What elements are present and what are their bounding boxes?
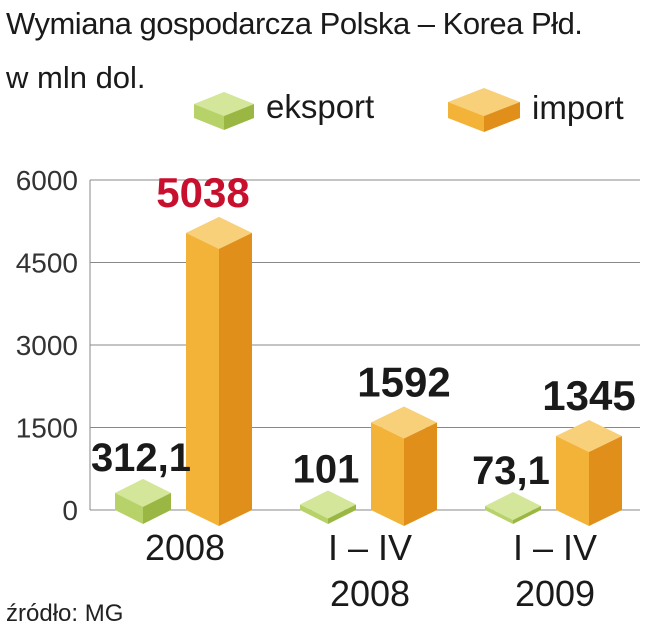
bar-export [485,491,541,524]
y-tick-label: 4500 [16,248,78,279]
chart-subtitle: w mln dol. [6,60,146,95]
data-label-export: 73,1 [472,449,550,493]
legend-import-swatch [448,88,520,132]
x-category-label: I – IV [328,527,412,568]
chart-title: Wymiana gospodarcza Polska – Korea Płd. [6,6,583,41]
y-tick-label: 3000 [16,330,78,361]
data-label-import: 1592 [357,358,450,405]
legend-import-label: import [532,89,624,126]
data-label-export: 312,1 [91,436,191,480]
data-label-import: 5038 [156,169,249,216]
y-tick-label: 6000 [16,165,78,196]
bar-export [115,478,171,524]
legend-item-export: eksport [190,82,374,132]
legend-export-label: eksport [266,88,375,125]
bar-import [556,420,622,526]
bar-export [300,490,356,524]
data-label-import: 1345 [542,372,635,419]
x-category-label: 2008 [330,573,410,614]
x-category-label: I – IV [513,527,597,568]
y-tick-label: 0 [62,495,78,526]
bar-import [186,216,252,526]
legend-export-swatch [194,92,254,130]
x-category-label: 2008 [145,527,225,568]
legend-item-import: import [444,82,624,134]
bar-import [371,406,437,526]
y-tick-label: 1500 [16,413,78,444]
source-note: źródło: MG [6,600,124,627]
x-category-label: 2009 [515,573,595,614]
data-label-export: 101 [293,447,360,491]
